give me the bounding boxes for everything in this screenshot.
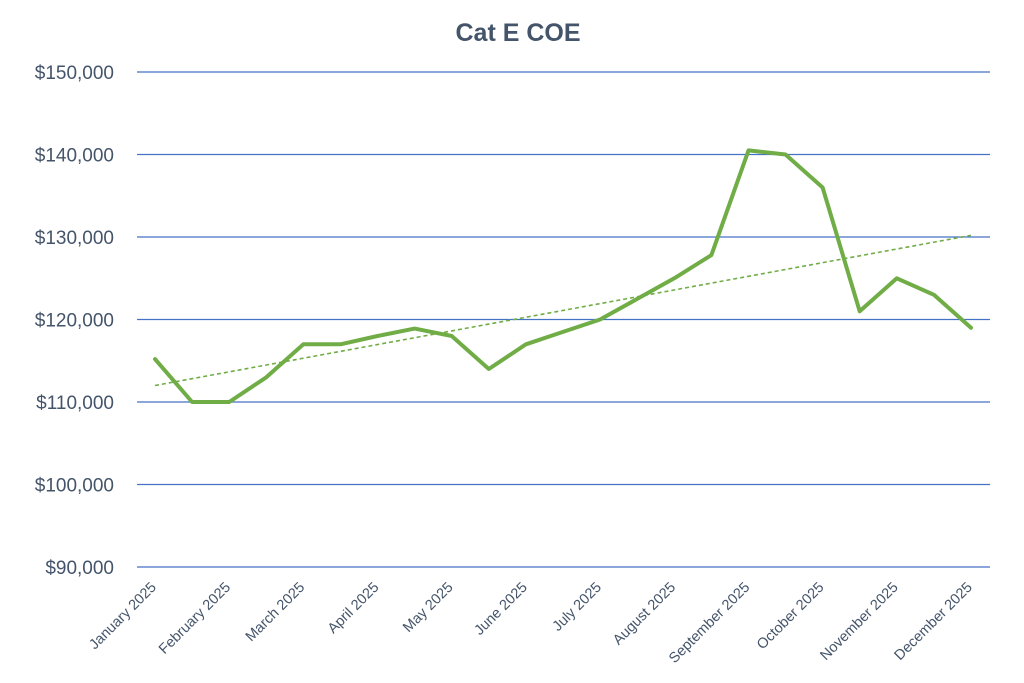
data-point [635,297,639,301]
data-point [190,400,194,404]
series-line [153,148,973,404]
chart-title: Cat E COE [455,19,580,47]
gridlines [137,71,990,568]
y-tick-label: $90,000 [45,558,114,579]
data-point [895,276,899,280]
x-tick-label: July 2025 [550,580,605,635]
data-point [561,330,565,334]
data-point [784,153,788,157]
x-tick-label: September 2025 [666,580,753,667]
data-point [821,186,825,190]
x-tick-label: February 2025 [156,580,234,658]
data-point [969,326,973,330]
data-point [858,309,862,313]
data-point [227,400,231,404]
x-tick-label: January 2025 [86,580,159,653]
data-point [450,334,454,338]
y-tick-label: $100,000 [35,476,114,497]
x-tick-label: June 2025 [472,580,531,639]
data-point [376,334,380,338]
y-tick-label: $110,000 [36,393,114,414]
y-tick-label: $120,000 [35,311,114,332]
data-point [339,342,343,346]
x-tick-label: October 2025 [754,580,827,653]
x-tick-label: April 2025 [325,580,382,637]
x-tick-label: December 2025 [892,580,976,664]
y-tick-label: $150,000 [35,63,114,84]
y-tick-label: $140,000 [35,146,114,167]
data-point [524,342,528,346]
data-point [747,148,751,152]
data-point [264,375,268,379]
x-tick-label: November 2025 [817,580,901,664]
x-tick-label: May 2025 [400,580,456,636]
data-point [709,253,713,257]
y-tick-label: $130,000 [35,228,114,249]
y-axis-ticks: $90,000 $100,000 $110,000 $120,000 $130,000 $… [35,63,114,579]
data-point [301,342,305,346]
data-point [487,367,491,371]
trendline [154,234,972,387]
data-point [932,293,936,297]
data-point [413,327,417,331]
data-point [672,276,676,280]
data-point [598,318,602,322]
data-point [153,357,157,361]
x-tick-label: August 2025 [610,580,679,649]
x-tick-label: March 2025 [243,580,308,645]
